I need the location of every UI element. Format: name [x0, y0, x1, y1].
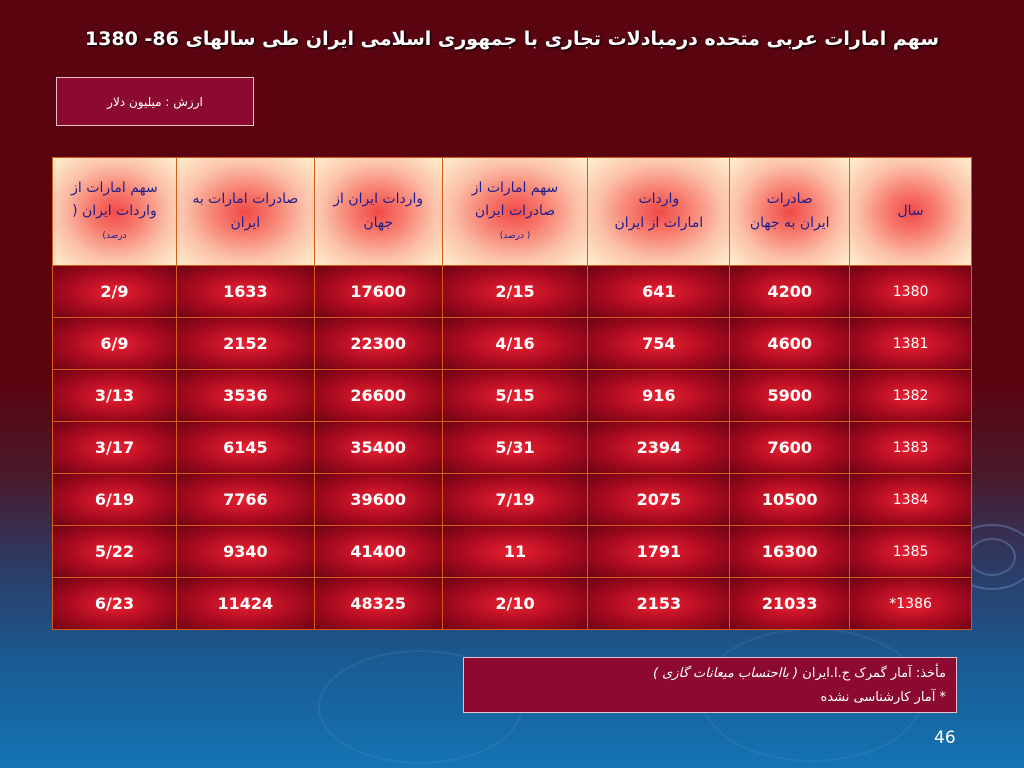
header-iran-imports-world: واردات ایران از جهان	[313, 157, 443, 266]
cell-uae-share-iran-imports: 3/13	[52, 369, 177, 422]
cell-uae-share-iran-exports: 5/31	[441, 421, 589, 474]
table-row: 1385 16300 1791 11 41400 9340 5/22	[52, 525, 972, 578]
cell-uae-exports-to-iran: 11424	[175, 577, 315, 630]
cell-uae-imports-from-iran: 641	[587, 265, 731, 318]
cell-uae-exports-to-iran: 2152	[175, 317, 315, 370]
cell-uae-imports-from-iran: 916	[587, 369, 731, 422]
cell-year: 1381	[849, 317, 972, 370]
cell-uae-imports-from-iran: 2153	[587, 577, 731, 630]
cell-uae-share-iran-exports: 5/15	[441, 369, 589, 422]
unit-label: ارزش : میلیون دلار	[107, 94, 203, 109]
source-line: مأخذ: آمار گمرک ج.ا.ایران ( بااحتساب میع…	[474, 662, 946, 686]
source-footnote: * آمار کارشناسی نشده	[820, 690, 947, 705]
cell-uae-exports-to-iran: 1633	[175, 265, 315, 318]
cell-uae-share-iran-exports: 2/10	[441, 577, 589, 630]
table-row: 1381 4600 754 4/16 22300 2152 6/9	[52, 317, 972, 370]
cell-uae-exports-to-iran: 9340	[175, 525, 315, 578]
cell-uae-share-iran-imports: 2/9	[52, 265, 177, 318]
cell-uae-imports-from-iran: 1791	[587, 525, 731, 578]
table-row: 1382 5900 916 5/15 26600 3536 3/13	[52, 369, 972, 422]
cell-uae-share-iran-imports: 3/17	[52, 421, 177, 474]
cell-iran-exports-world: 21033	[729, 577, 851, 630]
cell-uae-share-iran-imports: 6/9	[52, 317, 177, 370]
cell-uae-exports-to-iran: 6145	[175, 421, 315, 474]
cell-year: 1386*	[849, 577, 972, 630]
header-uae-share-iran-exports: سهم امارات از صادرات ایران( درصد)	[441, 157, 589, 266]
cell-uae-exports-to-iran: 7766	[175, 473, 315, 526]
cell-year: 1385	[849, 525, 972, 578]
source-box: مأخذ: آمار گمرک ج.ا.ایران ( بااحتساب میع…	[463, 657, 957, 713]
cell-year: 1380	[849, 265, 972, 318]
cell-uae-imports-from-iran: 2075	[587, 473, 731, 526]
cell-iran-exports-world: 7600	[729, 421, 851, 474]
table-body: 1380 4200 641 2/15 17600 1633 2/9 1381 4600 754 4/…	[52, 265, 972, 630]
cell-uae-share-iran-exports: 4/16	[441, 317, 589, 370]
cell-uae-share-iran-imports: 6/23	[52, 577, 177, 630]
cell-uae-share-iran-imports: 5/22	[52, 525, 177, 578]
cell-iran-exports-world: 4200	[729, 265, 851, 318]
cell-iran-imports-world: 17600	[313, 265, 443, 318]
cell-uae-share-iran-exports: 2/15	[441, 265, 589, 318]
table-header-row: سال صادرات ایران به جهان واردات امارات از …	[52, 157, 972, 266]
table-row: 1380 4200 641 2/15 17600 1633 2/9	[52, 265, 972, 318]
cell-uae-imports-from-iran: 754	[587, 317, 731, 370]
cell-iran-exports-world: 10500	[729, 473, 851, 526]
cell-iran-imports-world: 48325	[313, 577, 443, 630]
table-row: 1384 10500 2075 7/19 39600 7766 6/19	[52, 473, 972, 526]
cell-iran-exports-world: 5900	[729, 369, 851, 422]
cell-iran-imports-world: 35400	[313, 421, 443, 474]
source-prefix: مأخذ: آمار گمرک ج.ا.ایران	[802, 666, 946, 681]
cell-iran-imports-world: 41400	[313, 525, 443, 578]
cell-uae-exports-to-iran: 3536	[175, 369, 315, 422]
page-number: 46	[934, 728, 956, 748]
cell-iran-imports-world: 26600	[313, 369, 443, 422]
header-uae-imports-from-iran: واردات امارات از ایران	[587, 157, 731, 266]
cell-uae-imports-from-iran: 2394	[587, 421, 731, 474]
unit-label-box: ارزش : میلیون دلار	[56, 77, 254, 126]
source-italic: ( بااحتساب میعانات گازی )	[652, 666, 799, 681]
cell-uae-share-iran-exports: 7/19	[441, 473, 589, 526]
trade-table: سال صادرات ایران به جهان واردات امارات از …	[52, 157, 972, 630]
cell-iran-exports-world: 16300	[729, 525, 851, 578]
cell-iran-imports-world: 22300	[313, 317, 443, 370]
header-uae-exports-to-iran: صادرات امارات به ایران	[175, 157, 315, 266]
slide-title: سهم امارات عربی متحده درمبادلات تجاری با…	[85, 28, 939, 50]
cell-uae-share-iran-imports: 6/19	[52, 473, 177, 526]
cell-iran-exports-world: 4600	[729, 317, 851, 370]
cell-year: 1384	[849, 473, 972, 526]
header-year: سال	[849, 157, 972, 266]
table-row: 1386* 21033 2153 2/10 48325 11424 6/23	[52, 577, 972, 630]
cell-year: 1382	[849, 369, 972, 422]
header-uae-share-iran-imports: سهم امارات از واردات ایران (درصد)	[52, 157, 177, 266]
header-iran-exports-world: صادرات ایران به جهان	[729, 157, 851, 266]
table-row: 1383 7600 2394 5/31 35400 6145 3/17	[52, 421, 972, 474]
cell-year: 1383	[849, 421, 972, 474]
cell-uae-share-iran-exports: 11	[441, 525, 589, 578]
cell-iran-imports-world: 39600	[313, 473, 443, 526]
